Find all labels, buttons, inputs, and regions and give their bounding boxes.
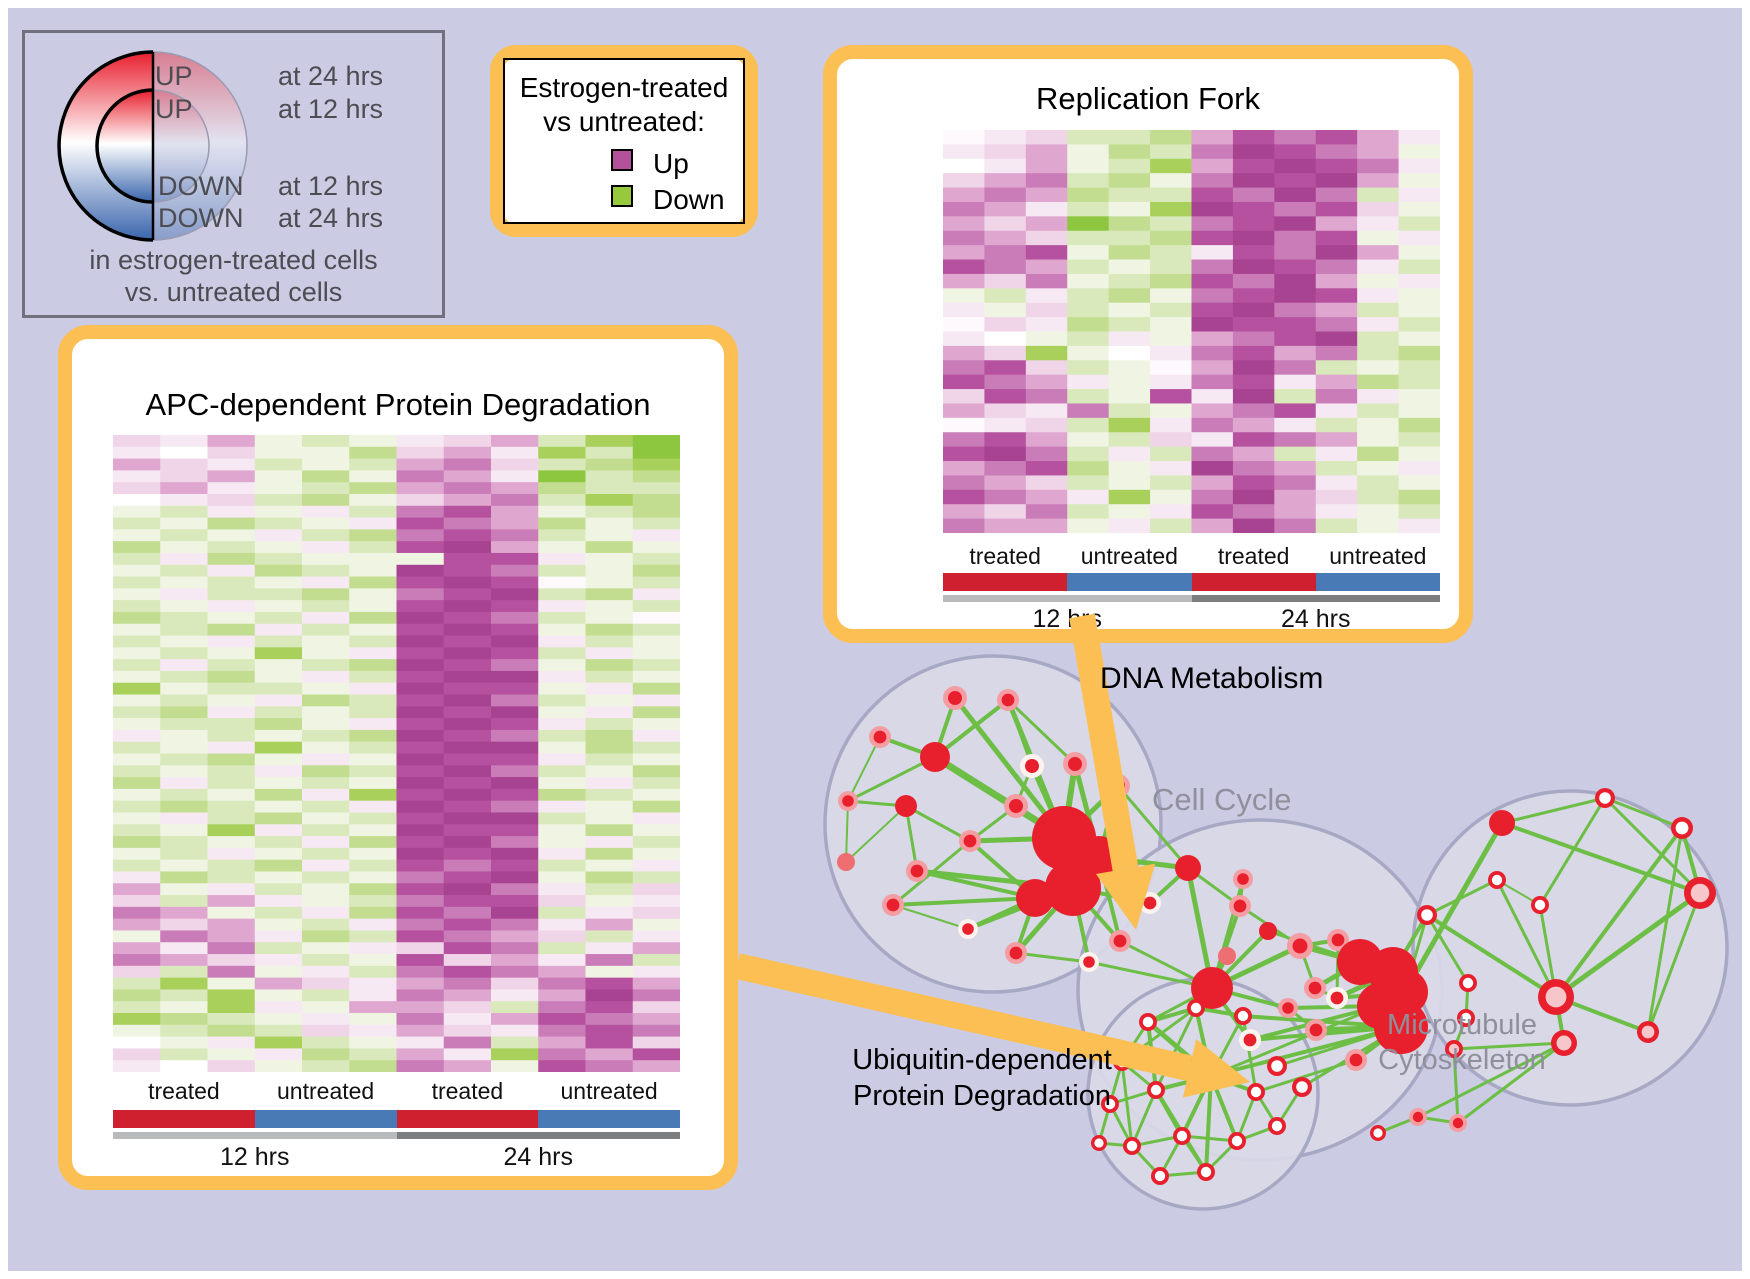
dna-metabolism-label: DNA Metabolism xyxy=(1100,662,1324,695)
timepoint-labels: 12 hrs 24 hrs xyxy=(113,1143,680,1171)
ubiquitin-degradation-label: Ubiquitin-dependent Protein Degradation xyxy=(842,1042,1122,1114)
microtubule-label-line1: Microtubule xyxy=(1387,1009,1537,1041)
legend-caption-line2: vs. untreated cells xyxy=(124,277,343,307)
estrogen-legend-title-line2: vs untreated: xyxy=(543,106,705,137)
timepoint-label: 12 hrs xyxy=(1032,605,1102,633)
group-bar xyxy=(396,1110,539,1128)
legend-caption-line1: in estrogen-treated cells xyxy=(89,245,378,275)
down-swatch-icon xyxy=(611,185,633,207)
timepoint-bars xyxy=(943,595,1440,602)
sample-group-labels: treated untreated treated untreated xyxy=(113,1078,680,1106)
ubiquitin-label-line1: Ubiquitin-dependent xyxy=(852,1044,1112,1076)
legend-time-label: at 24 hrs xyxy=(278,61,384,91)
panel-title: APC-dependent Protein Degradation xyxy=(145,387,651,422)
ubiquitin-label-line2: Protein Degradation xyxy=(853,1080,1111,1112)
estrogen-legend-title-line1: Estrogen-treated xyxy=(519,72,729,103)
microtubule-label-line2: Cytoskeleton xyxy=(1378,1044,1546,1076)
group-bar xyxy=(1191,573,1316,591)
group-label: treated xyxy=(148,1078,220,1104)
panel-title: Replication Fork xyxy=(1036,81,1260,116)
group-label: untreated xyxy=(560,1078,658,1104)
group-label: untreated xyxy=(1080,543,1178,569)
replication-fork-panel: Replication Fork treated untreated treated… xyxy=(823,45,1473,643)
estrogen-legend-box: Estrogen-treated vs untreated: Up Down xyxy=(490,45,758,237)
group-bar xyxy=(538,1110,680,1128)
estrogen-legend-border xyxy=(503,58,745,224)
group-label: untreated xyxy=(277,1078,375,1104)
group-label: treated xyxy=(1217,543,1290,569)
legend-time-label: at 12 hrs xyxy=(278,171,384,201)
legend-dir-label: DOWN xyxy=(158,203,244,233)
group-label: untreated xyxy=(1329,543,1427,569)
legend-dir-label: UP xyxy=(155,94,193,124)
up-swatch-icon xyxy=(611,149,633,171)
timepoint-bar xyxy=(113,1132,397,1139)
group-label: treated xyxy=(969,543,1041,569)
timepoint-bar xyxy=(1191,595,1440,602)
legend-dir-label: UP xyxy=(155,61,193,91)
timepoint-bar xyxy=(943,595,1192,602)
legend-item-label: Up xyxy=(653,148,689,179)
group-bar xyxy=(943,573,1068,591)
timepoint-bars xyxy=(113,1132,680,1139)
microtubule-cytoskeleton-label: Microtubule Cytoskeleton xyxy=(1362,1008,1562,1078)
legend-dir-label: DOWN xyxy=(158,171,244,201)
timepoint-bar xyxy=(396,1132,680,1139)
cell-cycle-label: Cell Cycle xyxy=(1152,782,1292,817)
timepoint-label: 24 hrs xyxy=(1281,605,1351,633)
group-bar xyxy=(1315,573,1440,591)
timepoint-label: 12 hrs xyxy=(220,1143,290,1171)
apc-degradation-panel: APC-dependent Protein Degradation treate… xyxy=(58,325,738,1190)
group-bar xyxy=(254,1110,397,1128)
legend-time-label: at 12 hrs xyxy=(278,94,384,124)
sample-group-labels: treated untreated treated untreated xyxy=(943,543,1440,569)
updown-gradient-icon xyxy=(57,50,248,242)
legend-time-label: at 24 hrs xyxy=(278,203,384,233)
group-bar xyxy=(113,1110,255,1128)
sample-group-bars xyxy=(113,1110,680,1128)
sample-group-bars xyxy=(943,573,1440,591)
group-bar xyxy=(1067,573,1192,591)
updown-legend-box: UP at 24 hrs UP at 12 hrs DOWN at 12 hrs… xyxy=(22,30,445,318)
apc-heatmap xyxy=(113,435,680,1072)
timepoint-label: 24 hrs xyxy=(503,1143,573,1171)
legend-item-up: Up xyxy=(503,148,745,179)
legend-item-label: Down xyxy=(653,184,725,215)
group-label: treated xyxy=(431,1078,504,1104)
replication-fork-heatmap xyxy=(943,130,1440,533)
timepoint-labels: 12 hrs 24 hrs xyxy=(943,605,1440,633)
legend-item-down: Down xyxy=(503,184,745,215)
